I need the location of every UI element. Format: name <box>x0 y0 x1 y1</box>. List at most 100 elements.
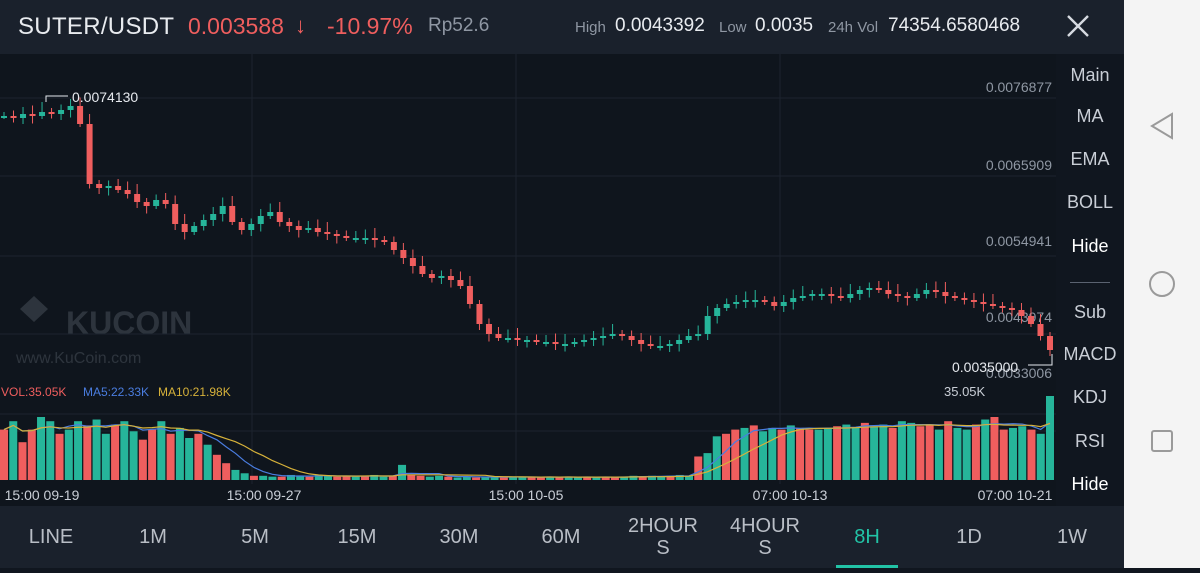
active-tab-indicator <box>836 565 898 568</box>
volume-bar <box>166 433 175 480</box>
candle-body <box>96 184 103 188</box>
candle-body <box>210 214 217 220</box>
kucoin-watermark: KUCOIN www.KuCoin.com <box>15 296 192 367</box>
tab-2hours[interactable]: 2HOUR S <box>612 506 714 568</box>
candle-body <box>115 186 122 190</box>
hide-main-option[interactable]: Hide <box>1071 236 1109 256</box>
time-axis-label: 15:00 09-27 <box>227 487 302 503</box>
volume-bar <box>222 463 231 480</box>
volume-bar <box>111 424 120 480</box>
main-indicator-header: Main <box>1070 65 1110 85</box>
rsi-option[interactable]: RSI <box>1074 431 1105 451</box>
macd-option[interactable]: MACD <box>1063 344 1117 364</box>
candle-body <box>999 306 1006 308</box>
interval-tabs: LINE 1M 5M 15M 30M 60M 2HOUR S 4HOUR S 8… <box>0 506 1124 568</box>
tab-8h[interactable]: 8H <box>816 506 918 568</box>
volume-bar <box>647 475 656 480</box>
candle-body <box>381 240 388 242</box>
candle-body <box>1037 324 1044 336</box>
trading-pair[interactable]: SUTER/USDT <box>18 13 175 40</box>
candle-body <box>371 238 378 240</box>
volume-bar <box>231 469 240 480</box>
price-axis-label: 0.0033006 <box>986 365 1052 381</box>
ema-option[interactable]: EMA <box>1070 149 1110 169</box>
candle-body <box>514 338 521 340</box>
recents-square-icon[interactable] <box>1151 430 1173 452</box>
ma-option[interactable]: MA <box>1076 106 1104 126</box>
volume-bar <box>296 475 305 480</box>
tab-30m[interactable]: 30M <box>408 506 510 568</box>
candle-body <box>238 222 245 230</box>
candle-body <box>619 334 626 336</box>
candlestick-svg[interactable]: KUCOIN www.KuCoin.com 0.0076877 0.0065909… <box>0 54 1056 506</box>
candle-body <box>58 110 65 114</box>
candle-body <box>799 296 806 298</box>
candle-body <box>466 286 473 304</box>
volume-bar <box>657 476 666 480</box>
menu-divider <box>1070 282 1110 283</box>
candle-body <box>419 266 426 274</box>
candle-body <box>581 340 588 342</box>
boll-option[interactable]: BOLL <box>1066 192 1114 212</box>
tab-5m[interactable]: 5M <box>204 506 306 568</box>
volume-bar <box>407 474 416 480</box>
volume-bar <box>259 475 268 480</box>
candle-body <box>837 296 844 298</box>
candle-body <box>495 334 502 338</box>
volume-bar <box>286 474 295 480</box>
volume-bar <box>860 422 869 480</box>
candle-body <box>771 302 778 306</box>
kdj-option[interactable]: KDJ <box>1072 387 1107 407</box>
candle-body <box>504 338 511 340</box>
volume-bar <box>509 476 518 480</box>
indicator-menu: Main MA EMA BOLL Hide Sub MACD KDJ RSI H… <box>1056 54 1124 506</box>
volume-bars-group <box>0 396 1054 480</box>
volume-bar <box>379 476 388 480</box>
candle-body <box>524 340 530 342</box>
volume-bar <box>361 475 370 480</box>
candle-body <box>723 304 730 308</box>
tab-label: 4HOUR S <box>729 515 800 559</box>
candle-body <box>333 234 340 236</box>
tab-4hours[interactable]: 4HOUR S <box>714 506 816 568</box>
candle-body <box>229 206 236 222</box>
volume-bar <box>435 475 444 480</box>
tab-1w[interactable]: 1W <box>1020 506 1124 568</box>
candle-body <box>143 202 150 206</box>
hide-sub-option[interactable]: Hide <box>1071 474 1109 494</box>
kline-chart[interactable]: KUCOIN www.KuCoin.com 0.0076877 0.0065909… <box>0 54 1056 506</box>
candle-body <box>77 106 84 124</box>
volume-bar <box>27 429 36 480</box>
candle-body <box>314 228 321 232</box>
close-icon[interactable] <box>1062 10 1094 42</box>
max-price-marker: 0.0074130 <box>45 89 138 105</box>
tab-60m[interactable]: 60M <box>510 506 612 568</box>
candle-body <box>438 276 445 278</box>
candle-body <box>657 346 664 348</box>
volume-bar <box>157 421 166 480</box>
local-currency-price: Rp52.6 <box>428 15 490 36</box>
candle-body <box>191 226 198 232</box>
ma10-line <box>3 422 1051 478</box>
candle-body <box>989 304 996 306</box>
volume-bar <box>694 456 703 480</box>
volume-bar <box>722 433 731 480</box>
back-triangle-icon[interactable] <box>1150 112 1173 140</box>
candle-body <box>562 344 569 346</box>
candle-body <box>704 316 711 334</box>
home-circle-icon[interactable] <box>1149 271 1175 297</box>
volume-bar <box>0 429 8 480</box>
volume-bar <box>833 426 842 480</box>
candle-body <box>695 334 702 336</box>
tab-15m[interactable]: 15M <box>306 506 408 568</box>
tab-line[interactable]: LINE <box>0 506 102 568</box>
volume-bar <box>323 475 332 480</box>
candle-body <box>257 216 264 224</box>
volume-bar <box>425 476 434 480</box>
volume-bar <box>1008 427 1017 480</box>
tab-1m[interactable]: 1M <box>102 506 204 568</box>
volume-bar <box>777 429 786 480</box>
volume-bar <box>768 427 777 480</box>
vol-max-label: 35.05K <box>944 384 986 399</box>
tab-1d[interactable]: 1D <box>918 506 1020 568</box>
